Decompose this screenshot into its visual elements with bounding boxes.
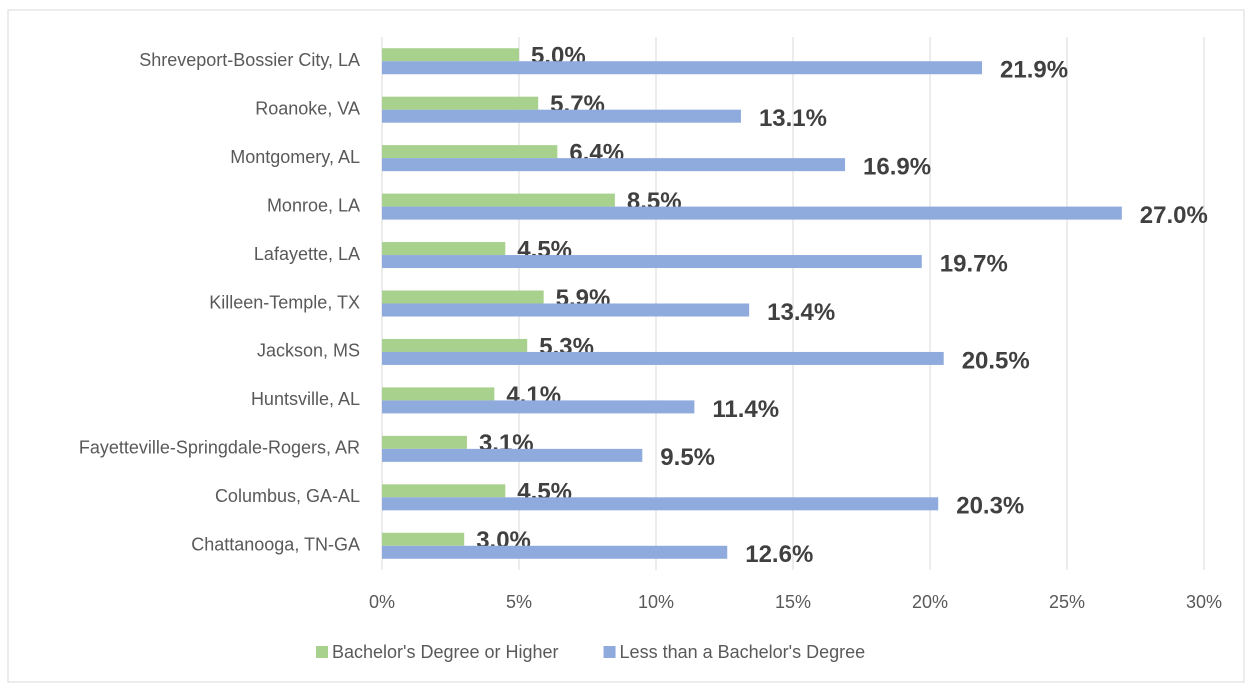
y-tick-label: Jackson, MS — [257, 341, 360, 361]
bar — [382, 193, 615, 207]
y-tick-label: Killeen-Temple, TX — [209, 292, 360, 312]
data-label: 27.0% — [1140, 202, 1208, 229]
data-label: 16.9% — [863, 153, 931, 180]
bar — [382, 96, 539, 110]
legend-label: Less than a Bachelor's Degree — [620, 642, 866, 662]
data-label: 13.4% — [767, 299, 835, 326]
bar — [382, 206, 1122, 220]
y-tick-label: Roanoke, VA — [255, 98, 360, 118]
bar — [382, 400, 695, 414]
data-label: 19.7% — [940, 250, 1008, 277]
bar — [382, 109, 741, 123]
bar — [382, 435, 467, 449]
y-tick-label: Huntsville, AL — [251, 389, 360, 409]
data-label: 21.9% — [1000, 57, 1068, 84]
bar — [382, 158, 846, 172]
bar — [382, 351, 944, 365]
x-tick-label: 10% — [638, 592, 674, 612]
data-label: 9.5% — [660, 444, 715, 471]
bar — [382, 290, 544, 304]
x-tick-label: 0% — [369, 592, 395, 612]
data-label: 20.3% — [956, 493, 1024, 520]
bar — [382, 448, 643, 462]
y-tick-label: Montgomery, AL — [230, 147, 360, 167]
x-tick-label: 20% — [912, 592, 948, 612]
y-tick-label: Lafayette, LA — [254, 244, 360, 264]
data-label: 11.4% — [712, 396, 779, 423]
x-tick-label: 5% — [506, 592, 532, 612]
legend-swatch — [603, 646, 616, 658]
bar — [382, 532, 465, 546]
legend-swatch — [316, 646, 328, 658]
bar — [382, 338, 528, 352]
y-tick-label: Chattanooga, TN-GA — [191, 535, 360, 555]
y-tick-label: Fayetteville-Springdale-Rogers, AR — [79, 438, 360, 458]
bar — [382, 484, 506, 498]
bar — [382, 303, 750, 317]
y-tick-label: Shreveport-Bossier City, LA — [139, 50, 360, 70]
bar — [382, 387, 495, 401]
data-label: 12.6% — [745, 541, 813, 568]
bar — [382, 255, 922, 269]
bar — [382, 61, 983, 75]
bar — [382, 545, 728, 559]
data-label: 13.1% — [759, 105, 827, 132]
bar — [382, 497, 939, 511]
bar — [382, 145, 558, 159]
y-tick-label: Columbus, GA-AL — [215, 486, 360, 506]
x-tick-label: 15% — [775, 592, 811, 612]
legend-label: Bachelor's Degree or Higher — [332, 642, 559, 662]
x-tick-label: 25% — [1049, 592, 1085, 612]
x-tick-label: 30% — [1186, 592, 1222, 612]
bar — [382, 242, 506, 256]
data-label: 20.5% — [962, 347, 1030, 374]
y-tick-label: Monroe, LA — [267, 195, 360, 215]
bar — [382, 48, 519, 62]
